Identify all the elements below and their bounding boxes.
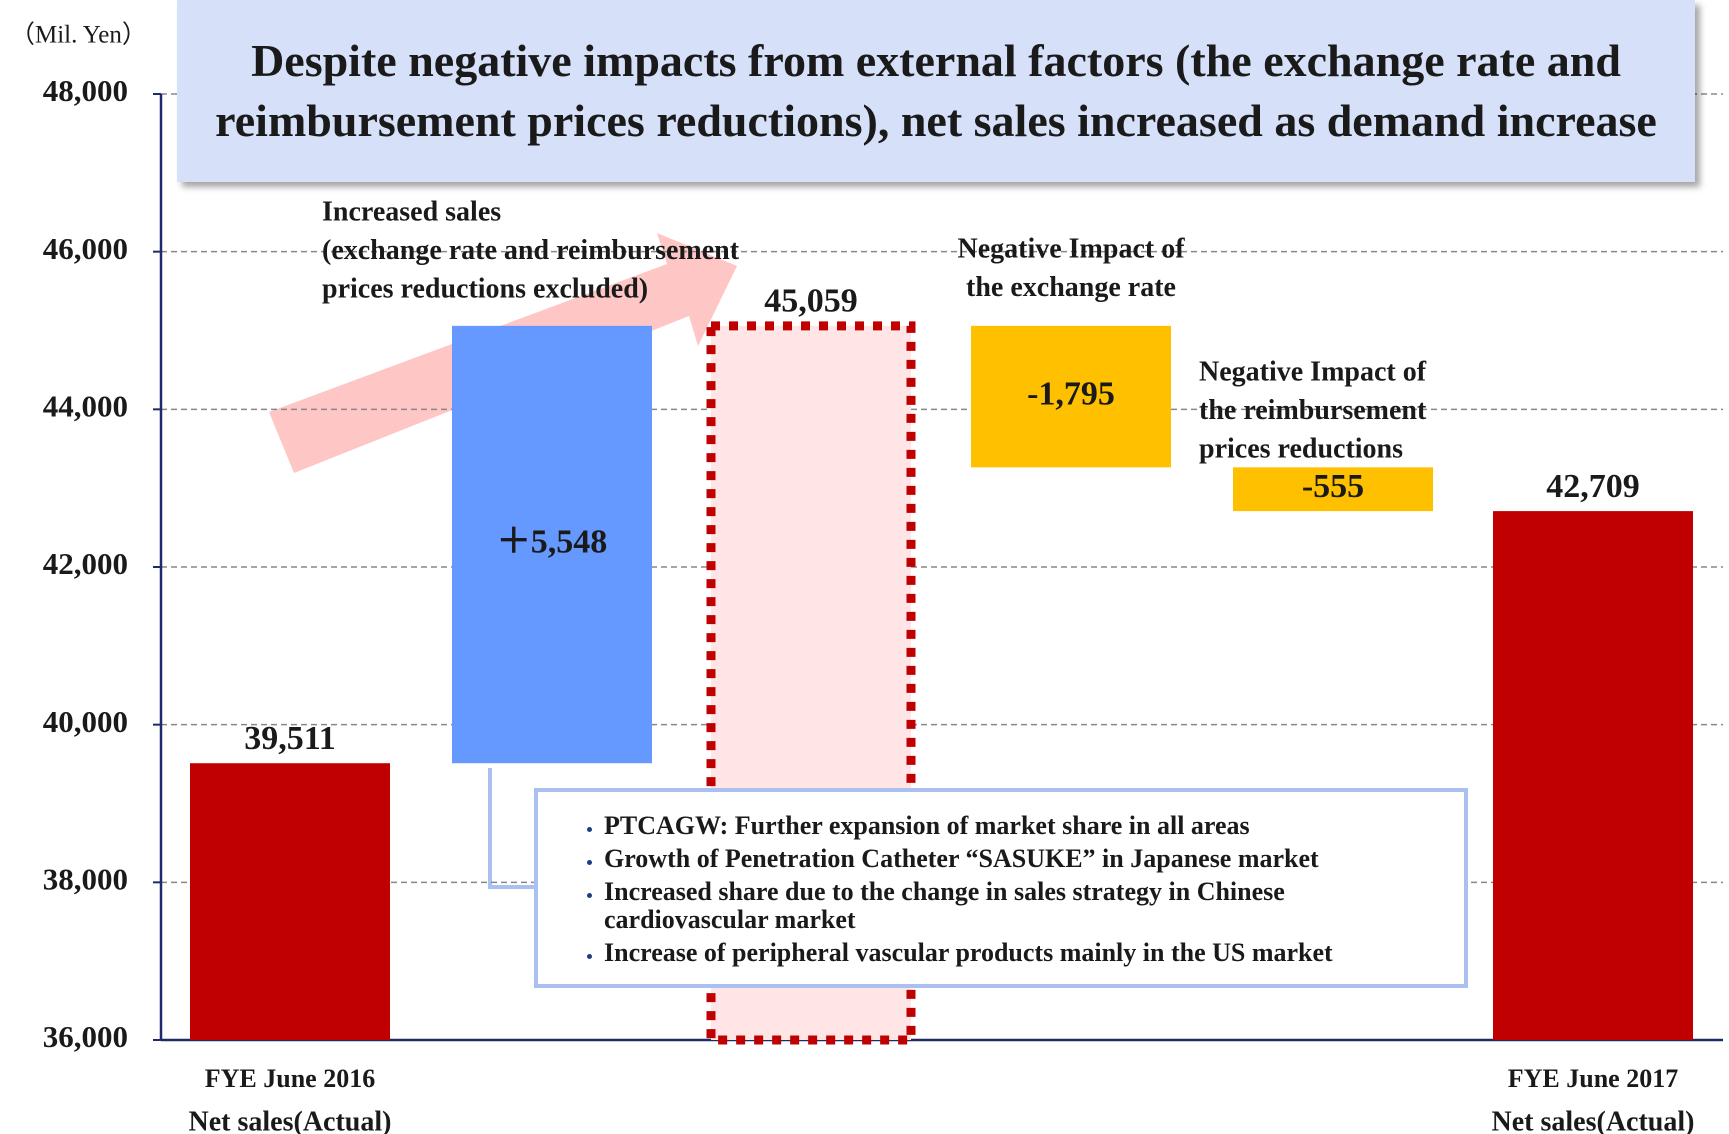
y-tick-label: 42,000 [43,546,128,581]
annotation: the reimbursement [1199,395,1427,426]
annotation: the exchange rate [966,272,1176,303]
y-tick-label: 36,000 [43,1019,128,1054]
bullet: Growth of Penetration Catheter “SASUKE” … [604,845,1444,873]
bar [971,325,1171,468]
x-tick-sublabel: Net sales(Actual) [189,1106,392,1134]
y-unit-label: （Mil. Yen） [10,21,147,49]
bullet: Increase of peripheral vascular products… [604,939,1444,967]
value-label: -555 [1302,468,1364,505]
bar [190,763,390,1040]
bullet: Increased share due to the change in sal… [604,878,1444,934]
bar [1233,467,1433,512]
annotation: Increased sales [322,196,501,227]
value-label: 39,511 [244,720,336,757]
x-tick-label: FYE June 2017 [1508,1064,1678,1093]
y-tick-label: 48,000 [43,73,128,108]
x-tick-label: FYE June 2016 [205,1064,375,1093]
y-tick-label: 38,000 [43,861,128,896]
value-label: -1,795 [1027,375,1115,412]
bar [1493,511,1693,1040]
bullet-box: PTCAGW: Further expansion of market shar… [534,788,1468,988]
value-label: ＋5,548 [497,523,608,560]
y-tick-label: 44,000 [43,388,128,423]
y-tick-label: 46,000 [43,231,128,266]
bar [452,325,652,764]
annotation: Negative Impact of [957,233,1185,264]
bullet: PTCAGW: Further expansion of market shar… [604,812,1444,840]
annotation: prices reductions [1199,433,1403,464]
annotation: prices reductions excluded) [322,273,648,304]
annotation: (exchange rate and reimbursement [322,235,740,266]
x-tick-sublabel: Net sales(Actual) [1492,1106,1695,1134]
value-label: 45,059 [764,283,858,320]
connector [488,768,534,889]
chart-title: Despite negative impacts from external f… [177,0,1695,182]
y-tick-label: 40,000 [43,704,128,739]
bullet-list: PTCAGW: Further expansion of market shar… [568,812,1444,967]
value-label: 42,709 [1546,468,1640,505]
annotation: Negative Impact of [1199,356,1427,387]
